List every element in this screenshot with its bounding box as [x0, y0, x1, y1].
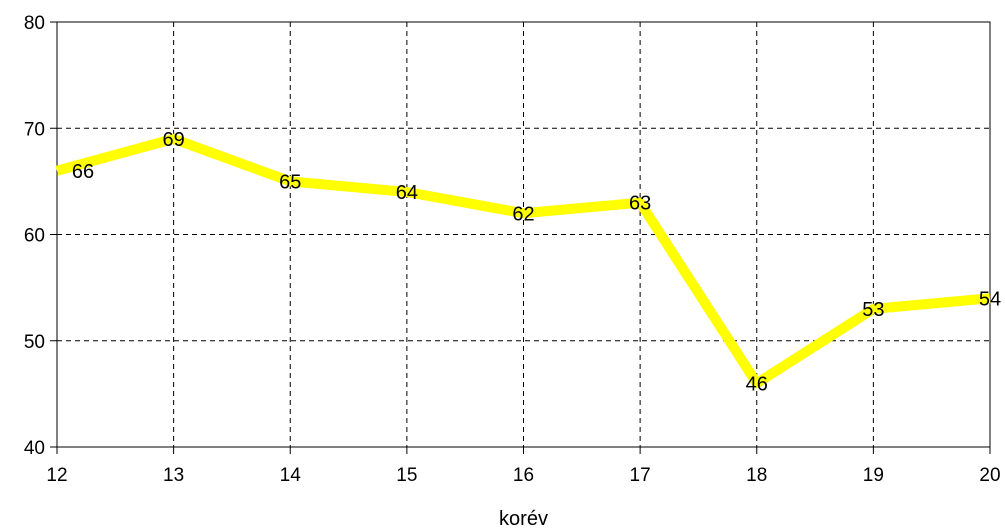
x-tick-label: 19 [863, 465, 884, 486]
x-tick-label: 15 [396, 465, 417, 486]
x-axis-title: korév [499, 508, 548, 530]
y-tick-label: 80 [24, 13, 45, 34]
data-label: 66 [72, 161, 94, 183]
x-tick-label: 18 [746, 465, 767, 486]
data-label: 54 [979, 288, 1001, 310]
data-label: 53 [862, 299, 884, 321]
series-line [55, 133, 991, 389]
y-tick-label: 60 [24, 226, 45, 247]
data-label: 62 [512, 203, 534, 225]
y-axis-ticks: 40 50 60 70 80 [24, 13, 57, 459]
grid-lines [57, 22, 991, 447]
data-label: 65 [279, 171, 301, 193]
data-label: 63 [629, 193, 651, 215]
x-axis-ticks: 12 13 14 15 16 17 18 19 20 [46, 447, 1001, 486]
y-tick-label: 70 [24, 119, 45, 140]
x-tick-label: 14 [280, 465, 302, 486]
data-labels: 66 69 65 64 62 63 46 53 54 [72, 129, 1001, 395]
x-tick-label: 13 [163, 465, 184, 486]
x-tick-label: 20 [979, 465, 1000, 486]
y-tick-label: 40 [24, 438, 45, 459]
data-label: 64 [396, 182, 418, 204]
x-tick-label: 16 [513, 465, 534, 486]
x-tick-label: 12 [46, 465, 67, 486]
data-label: 69 [163, 129, 185, 151]
x-tick-label: 17 [630, 465, 651, 486]
data-label: 46 [746, 373, 768, 395]
y-tick-label: 50 [24, 332, 45, 353]
